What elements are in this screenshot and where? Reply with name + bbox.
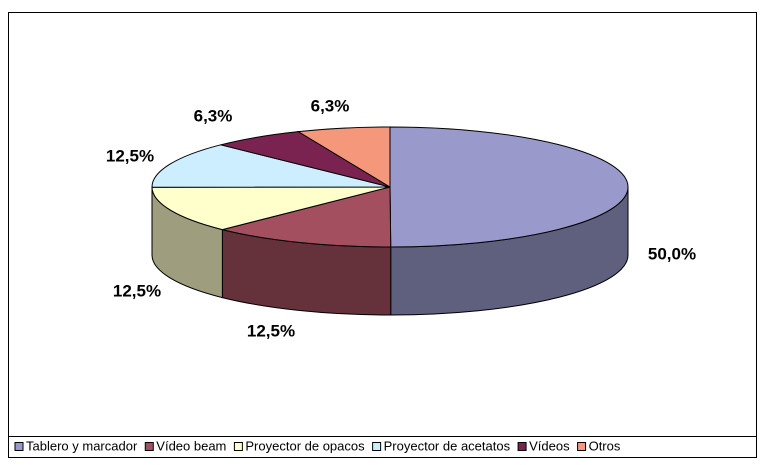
slice xyxy=(389,126,629,248)
slice xyxy=(296,126,391,188)
legend-swatch xyxy=(372,442,382,451)
data-label: 12,5% xyxy=(106,146,154,165)
data-label: 6,3% xyxy=(194,106,233,125)
legend-swatch xyxy=(144,442,154,451)
legend: Tablero y marcador Vídeo beam Proyector de… xyxy=(14,438,621,453)
legend-swatch xyxy=(14,442,24,451)
data-labels: 50,0% 12,5% 12,5% 12,5% 6,3% 6,3% xyxy=(106,96,696,340)
legend-label: Proyector de acetatos xyxy=(384,438,511,453)
data-label: 12,5% xyxy=(247,321,295,340)
legend-label: Tablero y marcador xyxy=(26,438,138,453)
pie-tops xyxy=(151,126,629,248)
legend-label: Vídeos xyxy=(529,438,570,453)
legend-label: Vídeo beam xyxy=(156,438,226,453)
slice xyxy=(151,186,391,231)
legend-swatch xyxy=(233,442,243,451)
data-label: 12,5% xyxy=(113,281,161,300)
legend-label: Proyector de opacos xyxy=(245,438,365,453)
legend-swatch xyxy=(577,442,587,451)
data-label: 6,3% xyxy=(311,96,350,115)
data-label: 50,0% xyxy=(648,244,696,263)
legend-label: Otros xyxy=(589,438,621,453)
slice xyxy=(151,144,391,188)
slice xyxy=(222,186,392,248)
legend-box xyxy=(8,436,757,458)
legend-swatch xyxy=(517,442,527,451)
